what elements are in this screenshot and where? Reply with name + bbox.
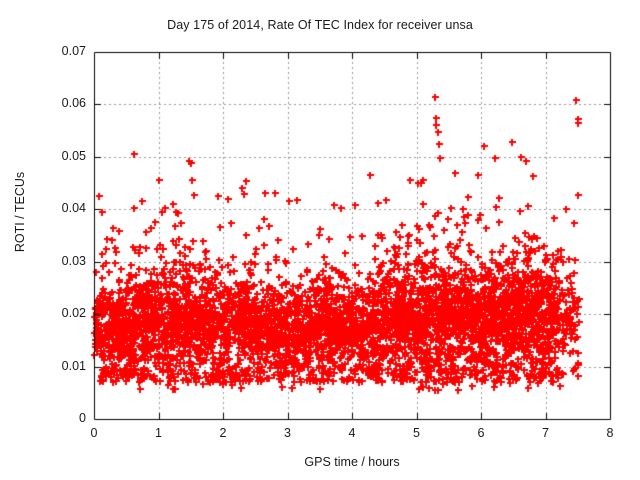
y-tick-label: 0.07 (61, 44, 86, 58)
y-tick-label: 0.04 (61, 201, 86, 216)
x-axis-label: GPS time / hours (304, 455, 400, 469)
y-tick-label: 0.03 (61, 253, 86, 268)
x-tick-label: 4 (348, 426, 356, 440)
y-tick-label: 0.02 (61, 306, 86, 321)
x-tick-label: 0 (90, 426, 98, 440)
x-tick-label: 2 (219, 426, 227, 440)
x-tick-label: 7 (542, 426, 549, 440)
x-tick-label: 5 (413, 426, 420, 440)
y-tick-label: 0.05 (61, 148, 86, 163)
x-tick-label: 6 (477, 426, 485, 440)
y-tick-label: 0.01 (61, 358, 86, 373)
x-tick-label: 8 (606, 426, 614, 440)
page-title: Day 175 of 2014, Rate Of TEC Index for r… (167, 18, 473, 32)
y-tick-label: 0 (79, 411, 86, 425)
x-tick-label: 3 (284, 426, 291, 440)
x-tick-label: 1 (155, 426, 162, 440)
y-tick-label: 0.06 (61, 96, 86, 111)
